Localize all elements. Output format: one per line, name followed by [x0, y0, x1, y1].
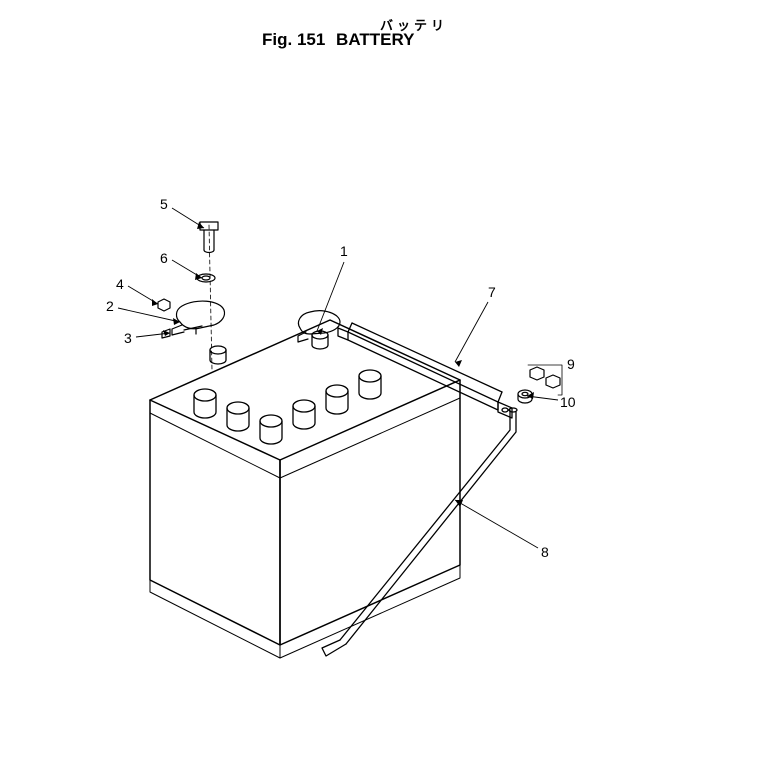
callout-8: 8: [541, 544, 549, 560]
callout-10: 10: [560, 394, 576, 410]
callout-7: 7: [488, 284, 496, 300]
callout-9: 9: [567, 356, 575, 372]
callout-4: 4: [116, 276, 124, 292]
callout-1: 1: [340, 243, 348, 259]
callout-3: 3: [124, 330, 132, 346]
callout-2: 2: [106, 298, 114, 314]
battery-diagram: [0, 0, 767, 764]
callout-5: 5: [160, 196, 168, 212]
callout-6: 6: [160, 250, 168, 266]
figure-canvas: バッテリ Fig. 151 BATTERY: [0, 0, 767, 764]
